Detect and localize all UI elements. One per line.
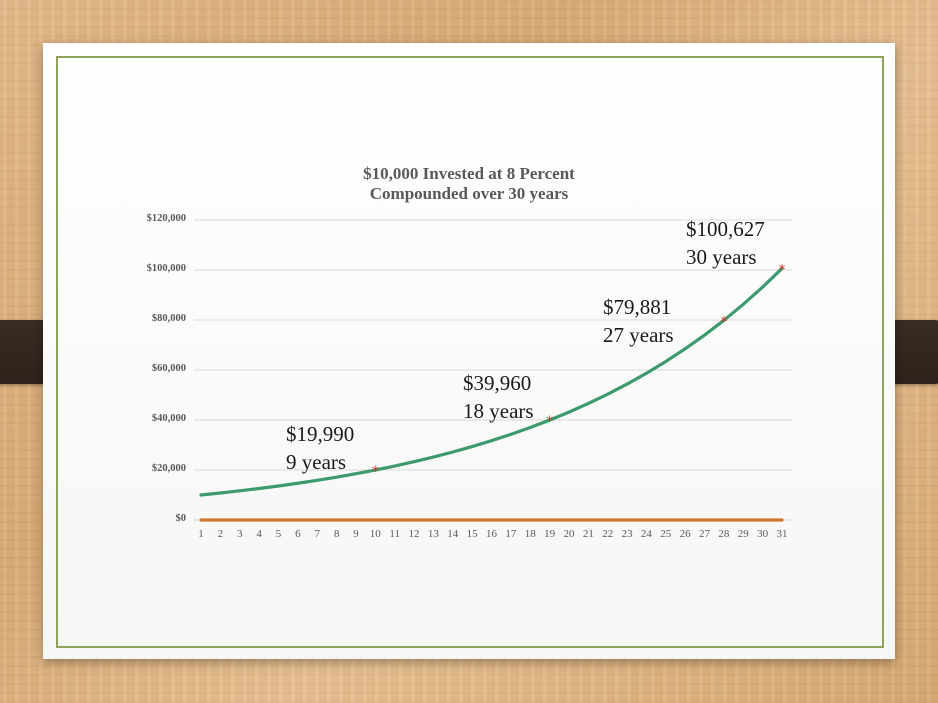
x-tick-label: 9: [353, 528, 359, 540]
x-tick-label: 3: [237, 528, 243, 540]
x-tick-label: 16: [486, 528, 498, 540]
x-tick-label: 27: [699, 528, 711, 540]
x-tick-label: 1: [198, 528, 204, 540]
x-tick-label: 31: [777, 528, 788, 540]
x-tick-label: 23: [622, 528, 634, 540]
annotation-30-years: $100,627 30 years: [686, 215, 765, 271]
annotation-9-years: $19,990 9 years: [286, 420, 354, 476]
x-tick-label: 5: [276, 528, 282, 540]
annotation-value: $79,881: [603, 295, 672, 319]
x-tick-label: 12: [409, 528, 420, 540]
annotation-label: 18 years: [463, 399, 534, 423]
annotation-value: $19,990: [286, 422, 355, 446]
x-tick-label: 26: [680, 528, 692, 540]
x-tick-label: 28: [718, 528, 730, 540]
x-tick-label: 29: [738, 528, 750, 540]
x-tick-label: 17: [505, 528, 517, 540]
x-tick-label: 14: [447, 528, 459, 540]
x-tick-label: 4: [256, 528, 262, 540]
x-tick-label: 18: [525, 528, 537, 540]
annotation-label: 30 years: [686, 245, 757, 269]
x-tick-label: 22: [602, 528, 613, 540]
data-marker: *: [720, 314, 727, 330]
x-tick-label: 10: [370, 528, 382, 540]
slide: [43, 43, 895, 659]
x-tick-label: 6: [295, 528, 301, 540]
x-tick-label: 24: [641, 528, 653, 540]
series-line-investment: [199, 266, 784, 497]
x-tick-label: 7: [314, 528, 320, 540]
data-marker: *: [779, 262, 786, 278]
x-tick-label: 19: [544, 528, 556, 540]
data-marker: *: [546, 414, 553, 430]
chart-title-line-1: $10,000 Invested at 8 Percent: [363, 164, 575, 183]
chart-title-line-2: Compounded over 30 years: [369, 184, 569, 203]
y-tick-label: $100,000: [146, 263, 186, 274]
x-tick-label: 11: [389, 528, 400, 540]
y-tick-label: $80,000: [151, 313, 186, 324]
data-marker: *: [372, 464, 379, 480]
x-tick-label: 8: [334, 528, 340, 540]
x-tick-label: 20: [563, 528, 575, 540]
x-tick-label: 13: [428, 528, 440, 540]
annotation-label: 9 years: [286, 450, 347, 474]
y-tick-label: $40,000: [151, 413, 186, 424]
slide-frame: [56, 56, 884, 648]
x-tick-label: 2: [218, 528, 224, 540]
y-tick-label: $20,000: [151, 463, 186, 474]
annotation-value: $39,960: [463, 371, 532, 395]
y-tick-label: $0: [175, 513, 187, 524]
y-tick-label: $120,000: [146, 213, 186, 224]
annotation-18-years: $39,960 18 years: [463, 369, 534, 425]
annotation-value: $100,627: [686, 217, 765, 241]
annotation-label: 27 years: [603, 323, 674, 347]
annotation-27-years: $79,881 27 years: [603, 293, 674, 349]
x-tick-label: 15: [467, 528, 479, 540]
x-tick-label: 30: [757, 528, 769, 540]
x-tick-label: 21: [583, 528, 594, 540]
y-tick-label: $60,000: [151, 363, 186, 374]
x-tick-label: 25: [660, 528, 672, 540]
